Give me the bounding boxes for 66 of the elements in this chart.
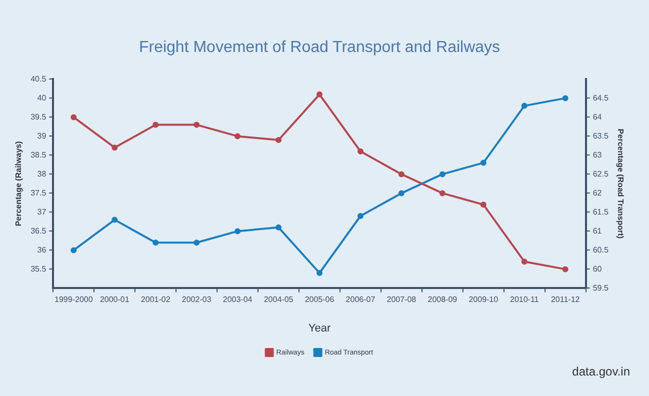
point: [398, 171, 404, 178]
y-tick-label: 40.5: [30, 74, 47, 84]
y2-tick-label: 62.5: [592, 169, 609, 178]
point: [152, 122, 159, 128]
x-axis-title: Year: [308, 322, 331, 334]
x-tick-label: 2008-09: [428, 295, 458, 304]
point: [112, 216, 118, 223]
point: [398, 190, 404, 196]
point: [439, 171, 446, 178]
y2-tick-label: 63.5: [592, 131, 609, 140]
y2-tick-label: 60.5: [592, 245, 609, 254]
point: [521, 102, 528, 109]
point: [194, 240, 200, 246]
point: [112, 144, 118, 151]
point: [152, 240, 159, 246]
y2-axis-title: Percentage (Road Transport): [616, 128, 625, 239]
point: [234, 133, 241, 140]
x-tick-label: 2005-06: [304, 295, 335, 304]
point: [316, 270, 322, 276]
point: [439, 190, 446, 196]
y2-tick-label: 64.5: [592, 93, 609, 102]
point: [194, 122, 200, 128]
x-tick-label: 2006-07: [346, 295, 376, 304]
point: [276, 224, 282, 230]
x-tick-label: 2007-08: [386, 295, 417, 304]
y-tick-label: 36: [37, 245, 47, 254]
y-tick-label: 36.5: [30, 226, 47, 236]
y-tick-label: 39: [37, 131, 47, 140]
x-tick-label: 2000-01: [100, 295, 130, 304]
y2-tick-label: 63: [592, 150, 602, 160]
x-tick-label: 2009-10: [468, 295, 499, 304]
y2-tick-label: 60: [592, 264, 602, 274]
y2-tick-label: 62: [592, 188, 602, 198]
x-tick-label: 2002-03: [182, 295, 212, 304]
y-tick-label: 38.5: [30, 150, 47, 160]
point: [276, 137, 282, 143]
point: [357, 148, 364, 154]
point: [70, 247, 77, 254]
y-tick-label: 38: [37, 169, 47, 178]
y2-tick-label: 64: [592, 112, 602, 122]
y2-tick-label: 59.5: [592, 283, 609, 292]
x-tick-label: 2011-12: [550, 295, 580, 304]
y-tick-label: 35.5: [30, 264, 47, 274]
y-tick-label: 40: [37, 93, 47, 102]
point: [480, 202, 486, 208]
y-tick-label: 37.5: [30, 188, 47, 198]
point: [480, 160, 486, 166]
x-tick-label: 2003-04: [222, 295, 253, 304]
point: [234, 228, 241, 234]
point: [357, 213, 364, 219]
point: [521, 258, 528, 265]
y-tick-label: 37: [37, 207, 47, 216]
x-tick-label: 2010-11: [510, 295, 540, 304]
point: [70, 114, 77, 120]
point: [562, 95, 568, 102]
x-tick-label: 2001-02: [140, 295, 171, 304]
x-tick-label: 2004-05: [264, 295, 294, 304]
text: data.gov.in: [572, 364, 630, 378]
y-axis-title: Percentage (Railways): [14, 140, 24, 226]
x-tick-label: 1999-2000: [54, 295, 94, 304]
point: [316, 91, 322, 98]
y2-tick-label: 61: [592, 226, 602, 236]
chart-title: Freight Movement of Road Transport and Railways: [138, 39, 500, 56]
y2-tick-label: 61.5: [592, 207, 609, 216]
point: [562, 266, 568, 272]
y-tick-label: 39.5: [30, 112, 47, 122]
